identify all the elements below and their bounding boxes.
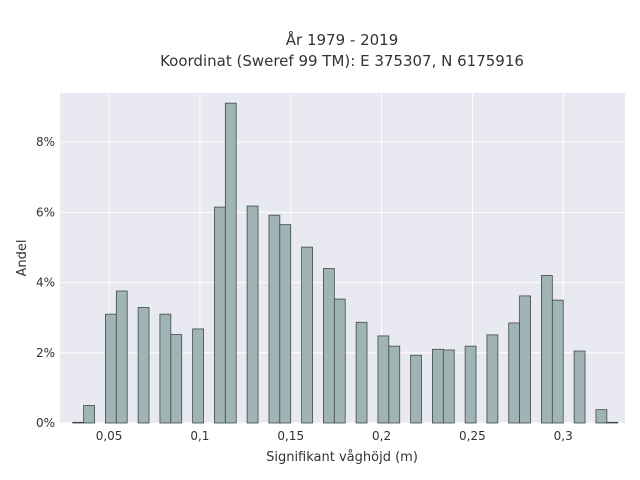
y-tick-label: 8% bbox=[36, 135, 55, 149]
histogram-bar bbox=[432, 348, 444, 424]
histogram-bar bbox=[486, 334, 499, 424]
y-tick-label: 4% bbox=[36, 276, 55, 290]
y-axis-label: Andel bbox=[15, 240, 30, 277]
histogram-bar bbox=[355, 321, 368, 424]
y-tick-label: 0% bbox=[36, 416, 55, 430]
histogram-bar bbox=[279, 224, 292, 424]
histogram-bar bbox=[246, 205, 259, 424]
x-tick-label: 0,2 bbox=[372, 429, 391, 443]
histogram-bar bbox=[551, 299, 564, 424]
histogram-bar bbox=[159, 313, 172, 424]
histogram-bar bbox=[595, 409, 608, 424]
histogram-bar bbox=[224, 102, 237, 424]
histogram-bar bbox=[541, 275, 553, 424]
y-tick-label: 6% bbox=[36, 205, 55, 219]
histogram-bar bbox=[464, 345, 477, 424]
y-tick-label: 2% bbox=[36, 346, 55, 360]
x-axis-ticks: 0,05 0,1 0,15 0,2 0,25 0,3 bbox=[96, 429, 573, 443]
histogram-bar bbox=[170, 334, 183, 424]
histogram-bar bbox=[573, 350, 586, 424]
x-tick-label: 0,1 bbox=[190, 429, 209, 443]
histogram-bar bbox=[323, 268, 335, 424]
histogram-bar bbox=[333, 298, 346, 424]
histogram-bar bbox=[377, 335, 390, 424]
chart-title: År 1979 - 2019 bbox=[286, 30, 399, 49]
histogram-bar bbox=[192, 328, 204, 424]
histogram-bar bbox=[214, 206, 226, 424]
x-tick-label: 0,25 bbox=[459, 429, 486, 443]
histogram-bar bbox=[410, 354, 422, 424]
histogram-bar bbox=[137, 307, 150, 424]
histogram-bar bbox=[388, 345, 401, 424]
chart-subtitle: Koordinat (Sweref 99 TM): E 375307, N 61… bbox=[160, 52, 524, 70]
x-axis-label: Signifikant våghöjd (m) bbox=[266, 450, 418, 465]
histogram-bar bbox=[301, 246, 313, 424]
histogram-bar bbox=[115, 290, 128, 424]
histogram-bar bbox=[83, 405, 95, 424]
histogram-bar bbox=[442, 349, 455, 424]
histogram-bar bbox=[105, 313, 117, 424]
histogram-bar bbox=[508, 322, 521, 424]
histogram-bar bbox=[268, 214, 281, 424]
x-tick-label: 0,3 bbox=[554, 429, 573, 443]
histogram-bar bbox=[606, 421, 619, 424]
histogram-bar bbox=[72, 421, 85, 424]
y-axis-ticks: 0% 2% 4% 6% 8% bbox=[36, 135, 55, 430]
x-tick-label: 0,15 bbox=[277, 429, 304, 443]
bars bbox=[72, 102, 619, 424]
x-tick-label: 0,05 bbox=[96, 429, 123, 443]
histogram-bar bbox=[519, 295, 531, 424]
